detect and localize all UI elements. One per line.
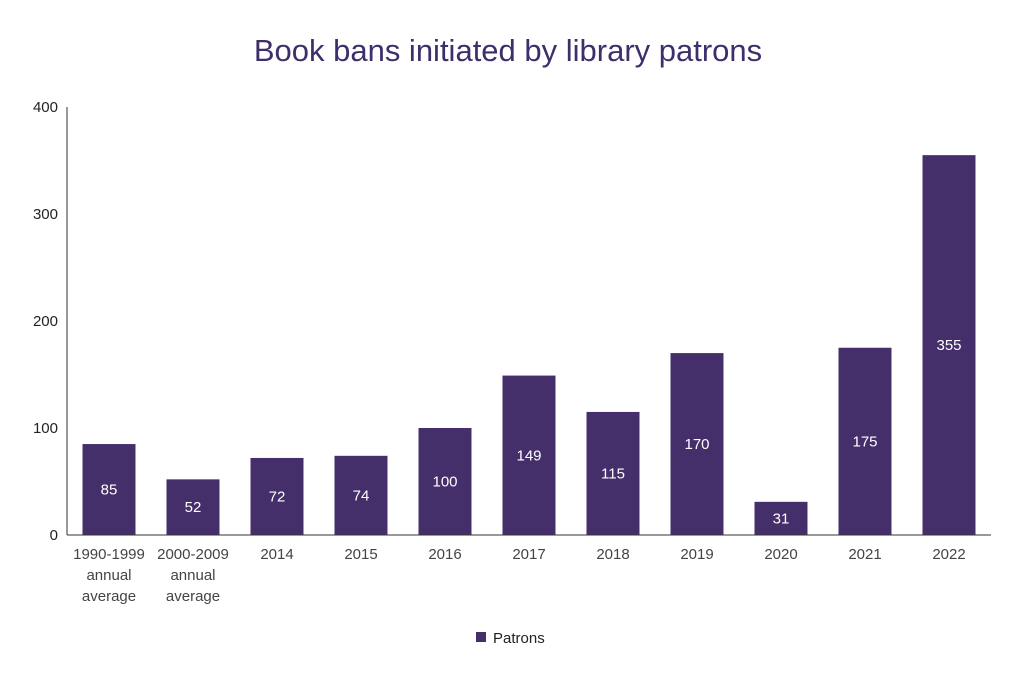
bar — [754, 501, 808, 535]
bar-value-label: 31 — [773, 510, 790, 527]
bar-value-label: 85 — [101, 482, 118, 499]
bar — [82, 444, 136, 535]
bar-value-label: 355 — [936, 337, 961, 354]
chart-title: Book bans initiated by library patrons — [254, 33, 762, 68]
x-tick-label: 2021 — [848, 546, 881, 563]
legend-label-patrons: Patrons — [493, 630, 545, 647]
x-tick-label: 1990-1999 annual average — [73, 546, 145, 605]
bar — [502, 375, 556, 535]
bar-value-label: 52 — [185, 499, 202, 516]
bar-value-label: 115 — [601, 465, 625, 482]
x-tick-label: 2019 — [680, 546, 713, 563]
y-axis: 0 100 200 300 400 — [33, 99, 68, 544]
bar — [922, 155, 976, 535]
legend: Patrons — [476, 630, 545, 647]
y-tick-label: 200 — [33, 313, 58, 330]
bars-group: 85 52 72 74 100 149 115 170 31 175 355 — [82, 155, 976, 535]
y-tick-label: 300 — [33, 206, 58, 223]
bar — [166, 479, 220, 535]
bar — [334, 455, 388, 535]
bar-value-label: 72 — [269, 488, 286, 505]
bar-value-label: 74 — [353, 487, 370, 504]
x-tick-label: 2016 — [428, 546, 461, 563]
bar — [250, 457, 304, 535]
x-tick-label: 2015 — [344, 546, 377, 563]
y-tick-label: 100 — [33, 420, 58, 437]
bar — [586, 411, 640, 535]
bar-value-label: 170 — [684, 436, 709, 453]
x-tick-label: 2022 — [932, 546, 965, 563]
bar — [670, 353, 724, 535]
bar-value-label: 100 — [432, 474, 457, 491]
legend-swatch-patrons — [476, 632, 486, 642]
x-tick-label: 2000-2009 annual average — [157, 546, 229, 605]
x-tick-label: 2020 — [764, 546, 797, 563]
x-tick-label: 2018 — [596, 546, 629, 563]
y-tick-label: 0 — [50, 527, 58, 544]
y-tick-label: 400 — [33, 99, 58, 116]
x-tick-label: 2014 — [260, 546, 293, 563]
bar — [838, 347, 892, 535]
bar — [418, 428, 472, 535]
x-tick-label: 2017 — [512, 546, 545, 563]
bar-value-label: 149 — [516, 447, 541, 464]
bar-value-label: 175 — [852, 433, 877, 450]
